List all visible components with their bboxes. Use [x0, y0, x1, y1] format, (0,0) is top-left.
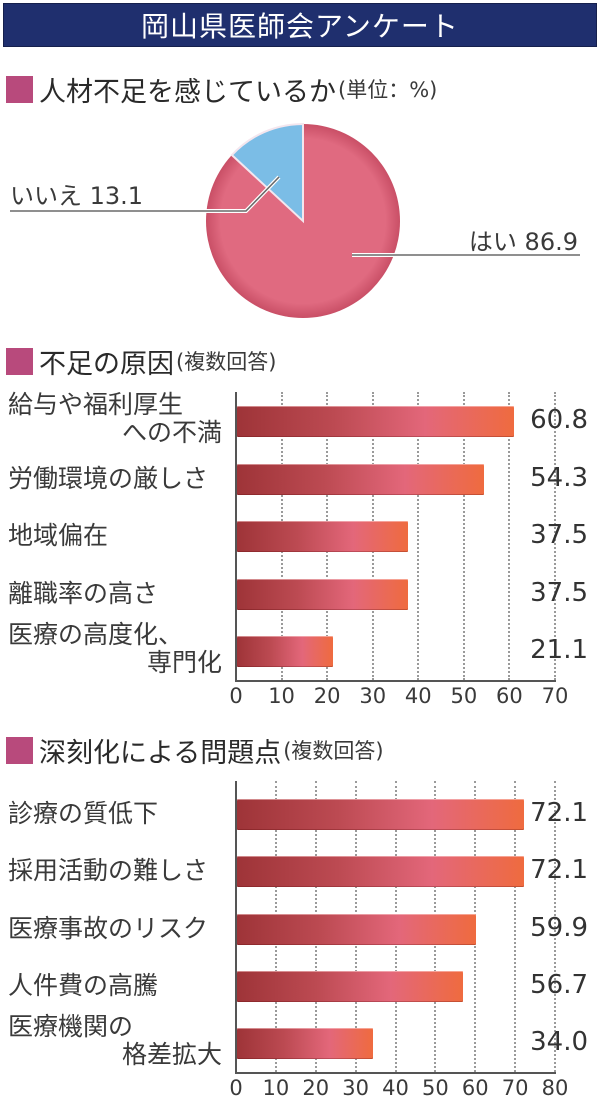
- category-label: 医療機関の 格差拡大: [8, 1013, 222, 1069]
- category-label: 給与や福利厚生 への不満: [8, 391, 222, 447]
- section-header-pie: 人材不足を感じているか (単位：%): [6, 74, 438, 108]
- category-label: 診療の質低下: [8, 799, 159, 828]
- category-label-line: 医療機関の: [8, 1012, 134, 1042]
- section-marker-icon: [6, 75, 33, 103]
- x-tick-label: 70: [541, 684, 569, 708]
- gridline: [354, 781, 357, 1072]
- bar: [237, 799, 525, 830]
- pie-label-yes: はい 86.9: [468, 228, 578, 256]
- x-tick-label: 20: [313, 684, 341, 708]
- bar: [237, 1028, 373, 1060]
- bar: [237, 521, 408, 552]
- category-label-line: 給与や福利厚生: [8, 390, 184, 419]
- y-axis-line: [235, 392, 237, 681]
- pie-slice-no: [230, 122, 304, 224]
- bar-value-label: 21.1: [530, 635, 588, 665]
- gridline: [474, 781, 477, 1072]
- x-tick-label: 60: [496, 684, 523, 708]
- gridline: [434, 781, 437, 1072]
- x-tick-label: 60: [461, 1076, 489, 1100]
- page-title: 岡山県医師会アンケート: [141, 10, 459, 43]
- bar-value-label: 34.0: [530, 1027, 588, 1058]
- section-title: 人材不足を感じているか: [39, 76, 336, 108]
- x-tick-label: 30: [342, 1076, 369, 1100]
- gridline: [554, 392, 556, 680]
- title-bar: 岡山県医師会アンケート: [3, 3, 597, 47]
- category-label: 地域偏在: [8, 521, 109, 550]
- gridline: [371, 392, 374, 680]
- category-label-line: 専門化: [146, 648, 222, 677]
- x-tick-label: 10: [262, 1076, 290, 1100]
- gridline: [280, 392, 283, 680]
- bar-value-label: 60.8: [530, 405, 588, 435]
- y-axis-line: [235, 781, 237, 1073]
- x-tick-label: 80: [541, 1076, 569, 1100]
- category-label: 人件費の高騰: [8, 970, 159, 1000]
- x-axis-line: [235, 1072, 556, 1074]
- section-title: 深刻化による問題点: [39, 737, 282, 769]
- bar-value-label: 37.5: [530, 577, 588, 608]
- x-axis-line: [235, 680, 556, 682]
- leader-line-no: [10, 176, 280, 212]
- x-tick-label: 10: [268, 684, 295, 708]
- pie-label-no: いいえ 13.1: [10, 182, 144, 210]
- bar: [237, 856, 525, 888]
- bar-value-label: 54.3: [530, 462, 588, 493]
- bar-value-label: 72.1: [530, 855, 588, 886]
- x-tick-label: 0: [229, 684, 243, 708]
- gridline: [314, 781, 317, 1072]
- category-label-line: 格差拡大: [121, 1040, 222, 1070]
- section-header-problems: 深刻化による問題点 (複数回答): [6, 735, 384, 769]
- bar: [237, 636, 334, 667]
- bar: [237, 406, 515, 437]
- gridline: [417, 392, 420, 680]
- bar: [237, 463, 485, 495]
- gridline: [326, 392, 329, 680]
- bar: [237, 913, 476, 945]
- section-subtitle: (複数回答): [283, 739, 384, 763]
- gridline: [274, 781, 277, 1072]
- x-tick-label: 40: [382, 1076, 409, 1100]
- section-marker-icon: [6, 347, 33, 375]
- bar-value-label: 72.1: [530, 798, 588, 828]
- section-subtitle: (単位：%): [338, 78, 438, 102]
- section-title: 不足の原因: [39, 348, 174, 380]
- section-marker-icon: [6, 736, 33, 764]
- category-label-line: 医療の高度化、: [8, 620, 184, 649]
- category-label: 採用活動の難しさ: [8, 856, 209, 886]
- bar-value-label: 59.9: [530, 912, 588, 943]
- pie-chart: [0, 110, 600, 340]
- gridline: [514, 781, 517, 1072]
- x-tick-label: 70: [501, 1076, 529, 1100]
- x-tick-label: 50: [450, 684, 478, 708]
- gridline: [394, 781, 397, 1072]
- category-label: 労働環境の厳しさ: [8, 463, 209, 493]
- category-label-line: への不満: [121, 418, 222, 447]
- x-tick-label: 20: [302, 1076, 330, 1100]
- gridline: [508, 392, 511, 680]
- x-tick-label: 0: [229, 1076, 243, 1100]
- category-label: 医療の高度化、 専門化: [8, 621, 222, 677]
- gridline: [462, 392, 465, 680]
- x-tick-label: 50: [422, 1076, 449, 1100]
- section-subtitle: (複数回答): [176, 350, 277, 374]
- category-label: 離職率の高さ: [8, 578, 159, 608]
- gridline: [554, 781, 556, 1072]
- pie-chart-graphic: [10, 122, 580, 318]
- bar-value-label: 56.7: [530, 969, 588, 1000]
- x-tick-label: 30: [359, 684, 387, 708]
- bar: [237, 970, 464, 1002]
- section-header-causes: 不足の原因 (複数回答): [6, 346, 277, 380]
- bar: [237, 578, 408, 610]
- x-tick-label: 40: [404, 684, 432, 708]
- bar-value-label: 37.5: [530, 520, 588, 550]
- category-label: 医療事故のリスク: [8, 913, 209, 943]
